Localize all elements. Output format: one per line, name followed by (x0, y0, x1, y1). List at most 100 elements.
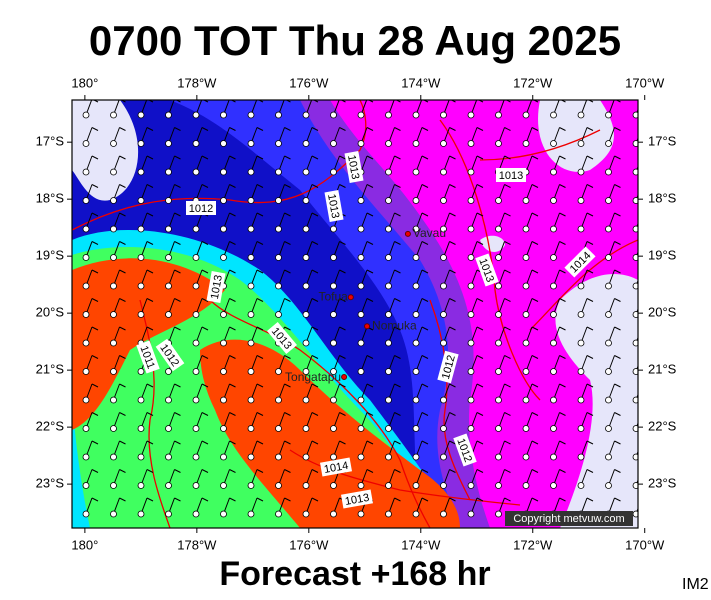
wind-barb (91, 155, 99, 160)
wind-barb (91, 355, 99, 359)
station (192, 368, 200, 375)
station (440, 254, 447, 261)
wind-barb (586, 412, 594, 416)
station (412, 140, 420, 147)
station (110, 339, 117, 347)
station (385, 396, 392, 404)
station (330, 140, 337, 147)
isobar-label-box (344, 151, 364, 183)
wind-barb (119, 241, 126, 245)
station (137, 425, 145, 432)
wind-barb (476, 184, 484, 188)
wind-barb (642, 413, 648, 416)
wind-barb (201, 412, 209, 416)
isobar-label: 1014 (320, 457, 352, 477)
isobar-label: 1013 (496, 168, 526, 182)
station (357, 368, 365, 375)
wind-barb (256, 440, 264, 445)
wind-barb (284, 269, 291, 274)
station (220, 168, 227, 176)
station (632, 225, 638, 233)
wind-barb (559, 212, 566, 217)
station (220, 339, 227, 347)
station (467, 368, 475, 375)
isobar-label: 1012 (437, 350, 459, 384)
station (165, 225, 172, 233)
wind-barb (642, 356, 648, 359)
station (550, 453, 557, 461)
station (110, 225, 117, 233)
wind-barb (586, 383, 594, 388)
station (165, 510, 172, 518)
station (385, 311, 392, 318)
station (605, 168, 612, 176)
station (302, 197, 310, 204)
wind-barb (91, 326, 99, 331)
wind-barb (504, 269, 511, 274)
station (302, 311, 310, 318)
station (302, 368, 310, 375)
station (495, 197, 502, 204)
lon-label: 178°W (177, 75, 217, 90)
lon-label: 174°W (401, 75, 441, 90)
wind-barb (201, 469, 209, 473)
station (357, 225, 365, 233)
wind-barb (642, 185, 648, 188)
wind-barb (229, 184, 236, 188)
station (192, 111, 200, 119)
station (440, 425, 447, 432)
wind-barb (614, 383, 621, 388)
lat-label: 20°S (36, 305, 65, 320)
isobar-value: 1013 (209, 274, 225, 300)
wind-barb (201, 355, 209, 359)
station (577, 396, 585, 404)
wind-stations (82, 100, 648, 518)
wind-barb (256, 469, 264, 473)
wind-barb (614, 212, 621, 217)
lon-label: 178°W (177, 537, 217, 552)
wind-barb (421, 184, 429, 188)
station (275, 111, 282, 119)
wind-barb (284, 184, 291, 188)
station (275, 197, 282, 204)
station (330, 482, 337, 489)
wind-barb (146, 326, 154, 331)
lon-label: 172°W (513, 75, 553, 90)
station (110, 140, 117, 147)
wind-barb (476, 326, 484, 331)
lat-label: 19°S (36, 248, 65, 263)
station (302, 396, 310, 404)
station (330, 368, 337, 375)
wind-barb (559, 355, 566, 359)
isobar-value: 1013 (499, 170, 523, 182)
wind-barb (119, 298, 126, 302)
wind-barb (421, 241, 429, 245)
station (110, 311, 117, 318)
wind-barb (284, 212, 291, 217)
wind-barb (586, 355, 594, 359)
wind-barb (586, 184, 594, 188)
isobar-label: 1012 (186, 201, 216, 215)
station (605, 482, 612, 489)
station (577, 197, 585, 204)
station (165, 168, 172, 176)
wind-barb (449, 127, 456, 131)
station (522, 282, 530, 290)
station (495, 225, 502, 233)
station (82, 510, 90, 518)
wind-barb (504, 298, 511, 302)
isobar-label-box (206, 271, 226, 303)
station (110, 282, 117, 290)
place-name: Vavau (413, 226, 446, 240)
station (82, 254, 90, 261)
station (110, 510, 117, 518)
station (632, 254, 638, 261)
wind-barb (174, 184, 181, 188)
lon-label: 180° (71, 537, 98, 552)
station (137, 111, 145, 119)
wind-barb (174, 383, 181, 388)
station (577, 425, 585, 432)
wind-barb (229, 412, 236, 416)
place-marker (364, 323, 371, 330)
wind-barb (119, 184, 126, 188)
